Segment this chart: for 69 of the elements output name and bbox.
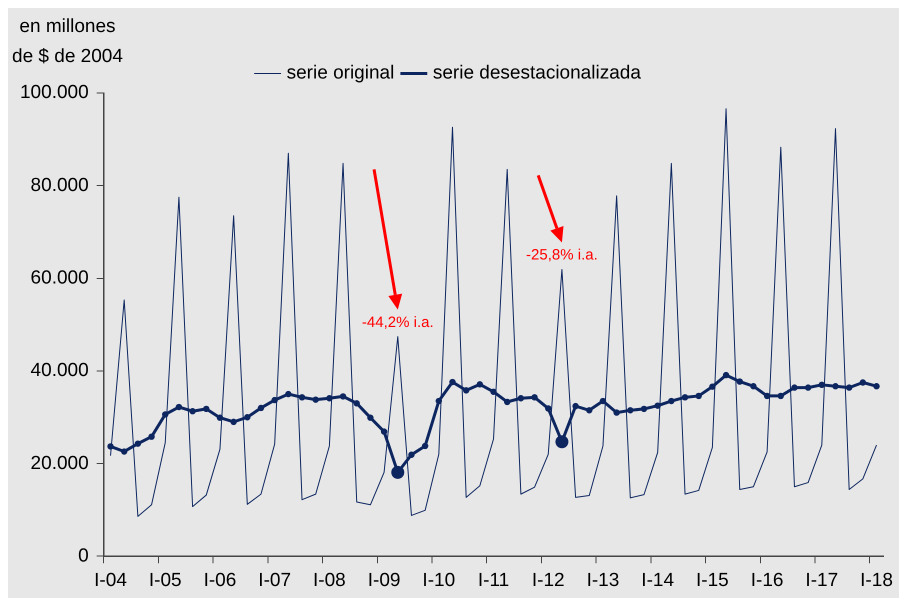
point bbox=[696, 392, 702, 400]
point bbox=[504, 398, 510, 406]
x-tick-label: I-04 bbox=[94, 570, 128, 591]
y-tick-label: 80.000 bbox=[30, 174, 89, 196]
annotation: -44,2% i.a. bbox=[362, 314, 434, 331]
point bbox=[367, 414, 374, 421]
point bbox=[682, 394, 688, 401]
point bbox=[462, 387, 470, 394]
point bbox=[572, 402, 579, 410]
x-tick-label: I-16 bbox=[750, 570, 784, 591]
point bbox=[354, 400, 360, 407]
x-tick-label: I-15 bbox=[696, 570, 729, 591]
point bbox=[203, 406, 210, 412]
x-tick-label: I-06 bbox=[204, 570, 236, 591]
x-tick-label: I-13 bbox=[586, 570, 620, 591]
point bbox=[340, 393, 346, 400]
point bbox=[586, 407, 592, 414]
y-axis-title: en millones de $ de 2004 bbox=[12, 15, 123, 69]
x-tick-label: I-12 bbox=[532, 570, 565, 591]
point bbox=[408, 452, 415, 458]
x-tick-label: I-07 bbox=[258, 570, 292, 591]
point bbox=[791, 384, 798, 391]
point bbox=[736, 378, 743, 385]
point bbox=[778, 392, 784, 400]
point bbox=[545, 405, 552, 412]
point bbox=[804, 384, 812, 391]
point bbox=[298, 394, 306, 401]
annotation: -25,8% i.a. bbox=[526, 246, 598, 264]
point bbox=[860, 379, 866, 386]
point bbox=[531, 394, 538, 401]
point bbox=[176, 404, 182, 410]
x-tick-label: I-18 bbox=[860, 570, 893, 591]
point bbox=[230, 418, 237, 426]
x-tick-label: I-05 bbox=[148, 570, 182, 591]
point bbox=[312, 396, 319, 403]
x-tick-label: I-10 bbox=[422, 570, 456, 591]
point bbox=[244, 414, 251, 420]
y-tick-label: 20.000 bbox=[30, 452, 89, 474]
point bbox=[134, 440, 142, 447]
point bbox=[380, 428, 388, 435]
x-tick-label: I-17 bbox=[805, 570, 838, 591]
point bbox=[640, 406, 648, 412]
point bbox=[449, 378, 456, 386]
point bbox=[722, 372, 730, 378]
point bbox=[846, 384, 852, 391]
point bbox=[873, 383, 880, 390]
point bbox=[518, 395, 524, 402]
y-tick-label: 0 bbox=[78, 545, 89, 566]
x-tick-label: I-09 bbox=[368, 570, 400, 591]
y-tick-label: 40.000 bbox=[30, 360, 89, 382]
point bbox=[750, 383, 757, 390]
x-tick-label: I-08 bbox=[313, 570, 346, 591]
point bbox=[422, 442, 428, 450]
y-tick-label: 100.000 bbox=[20, 82, 89, 104]
x-tick-label: I-11 bbox=[478, 570, 510, 591]
point bbox=[668, 398, 675, 404]
point bbox=[832, 383, 839, 390]
point bbox=[476, 381, 484, 388]
point bbox=[613, 409, 620, 416]
point bbox=[258, 404, 264, 412]
y-tick-label: 60.000 bbox=[30, 268, 89, 289]
legend-label: serie original bbox=[286, 62, 394, 84]
legend-label: serie desestacionalizada bbox=[432, 62, 642, 84]
point bbox=[285, 390, 292, 398]
point bbox=[148, 433, 155, 440]
point bbox=[627, 407, 634, 414]
point bbox=[189, 408, 196, 414]
point bbox=[121, 448, 128, 455]
x-tick-label: I-14 bbox=[641, 570, 674, 591]
